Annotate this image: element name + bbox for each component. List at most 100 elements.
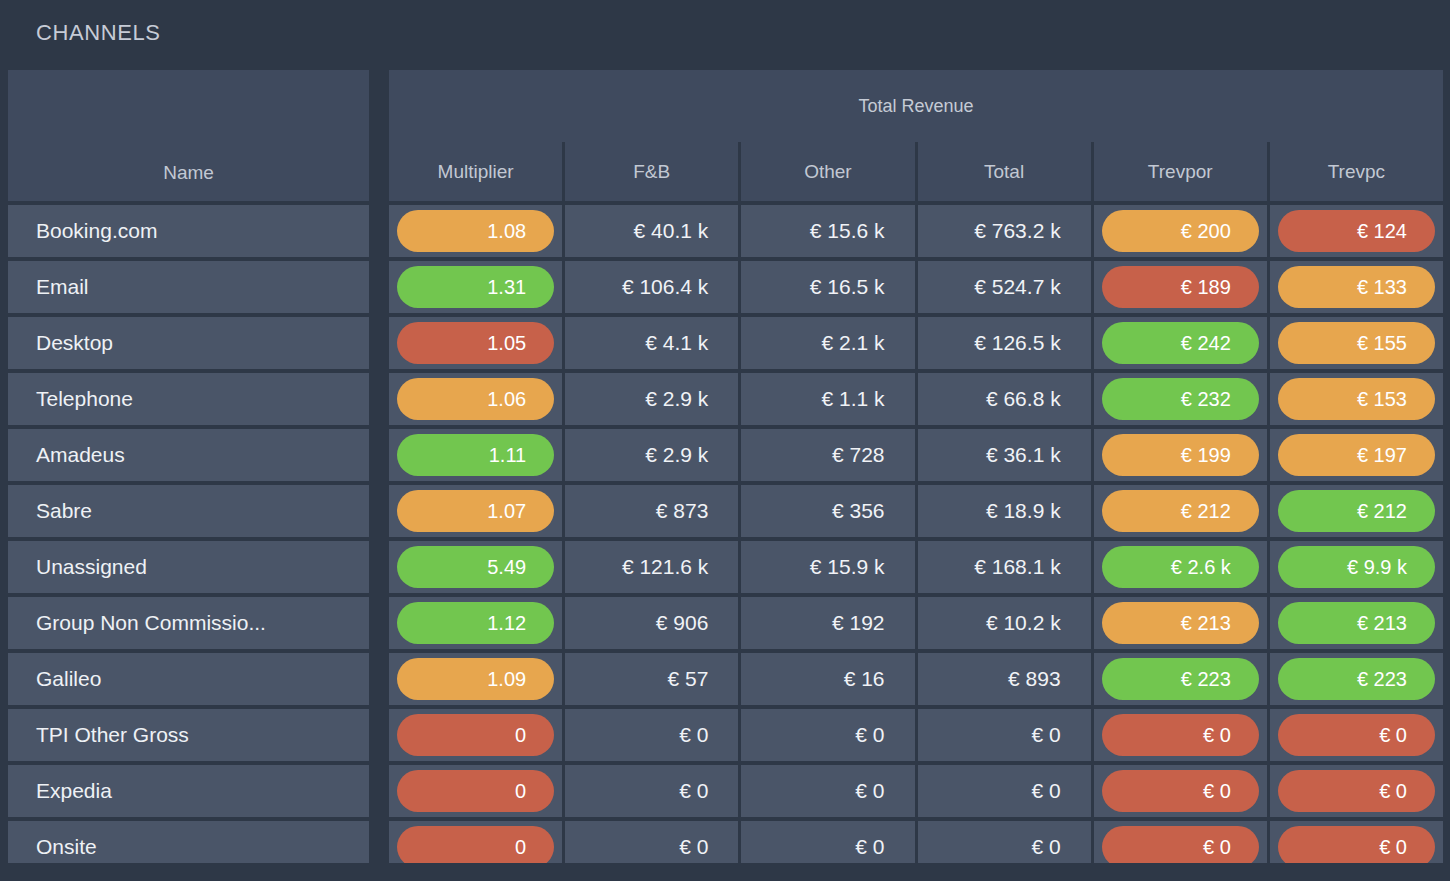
multiplier-badge: 1.31 [397,266,554,308]
multiplier-cell: 1.31 [389,261,562,313]
multiplier-badge: 0 [397,770,554,812]
channel-name: Sabre [36,499,92,523]
table-row-values[interactable]: 1.06€ 2.9 k€ 1.1 k€ 66.8 k€ 232€ 153 [389,373,1443,425]
trevpor-cell: € 0 [1094,765,1267,817]
table-row-name[interactable]: TPI Other Gross [8,709,369,761]
trevpc-cell: € 0 [1270,765,1443,817]
total-value: € 168.1 k [974,555,1060,579]
channel-name: Telephone [36,387,133,411]
trevpor-cell: € 200 [1094,205,1267,257]
trevpc-badge: € 212 [1278,490,1435,532]
trevpor-cell: € 189 [1094,261,1267,313]
table-row-name[interactable]: Unassigned [8,541,369,593]
trevpc-cell: € 213 [1270,597,1443,649]
table-row-values[interactable]: 1.11€ 2.9 k€ 728€ 36.1 k€ 199€ 197 [389,429,1443,481]
other-cell: € 1.1 k [741,373,914,425]
trevpor-badge: € 0 [1102,770,1259,812]
fb-value: € 906 [656,611,709,635]
table-row-values[interactable]: 1.12€ 906€ 192€ 10.2 k€ 213€ 213 [389,597,1443,649]
total-cell: € 10.2 k [918,597,1091,649]
fb-cell: € 906 [565,597,738,649]
trevpor-badge: € 200 [1102,210,1259,252]
channel-name: Group Non Commissio... [36,611,266,635]
table-row-name[interactable]: Sabre [8,485,369,537]
table-row-name[interactable]: Telephone [8,373,369,425]
other-value: € 192 [832,611,885,635]
table-row-values[interactable]: 0 € 0 € 0 € 0 € 0 € 0 [389,765,1443,817]
multiplier-cell: 1.06 [389,373,562,425]
other-cell: € 15.9 k [741,541,914,593]
column-header-trevpc[interactable]: Trevpc [1270,142,1443,201]
trevpor-badge: € 189 [1102,266,1259,308]
channel-name: Amadeus [36,443,125,467]
table-row-values[interactable]: 1.08€ 40.1 k€ 15.6 k€ 763.2 k€ 200€ 124 [389,205,1443,257]
group-header-total-revenue: Total Revenue [389,70,1443,142]
table-row-name[interactable]: Onsite [8,821,369,863]
fb-value: € 873 [656,499,709,523]
table-row-name[interactable]: Group Non Commissio... [8,597,369,649]
total-value: € 763.2 k [974,219,1060,243]
trevpor-cell: € 213 [1094,597,1267,649]
name-column-header[interactable]: Name [8,70,369,201]
table-row-name[interactable]: Expedia [8,765,369,817]
fb-cell: € 0 [565,709,738,761]
table-row-values[interactable]: 5.49€ 121.6 k€ 15.9 k€ 168.1 k€ 2.6 k€ 9… [389,541,1443,593]
trevpor-badge: € 212 [1102,490,1259,532]
total-value: € 0 [1031,779,1060,803]
total-cell: € 36.1 k [918,429,1091,481]
total-cell: € 0 [918,765,1091,817]
other-cell: € 16 [741,653,914,705]
trevpor-cell: € 212 [1094,485,1267,537]
table-row-values[interactable]: 1.07€ 873€ 356€ 18.9 k€ 212€ 212 [389,485,1443,537]
fb-cell: € 0 [565,765,738,817]
trevpc-badge: € 9.9 k [1278,546,1435,588]
trevpc-cell: € 153 [1270,373,1443,425]
channel-name: Galileo [36,667,101,691]
table-row-values[interactable]: 1.05€ 4.1 k€ 2.1 k€ 126.5 k€ 242€ 155 [389,317,1443,369]
name-column-panel: Name Booking.comEmailDesktop Telephone Ama… [8,70,369,863]
other-cell: € 15.6 k [741,205,914,257]
other-value: € 0 [855,779,884,803]
table-row-name[interactable]: Desktop [8,317,369,369]
column-header-total[interactable]: Total [918,142,1091,201]
fb-cell: € 2.9 k [565,429,738,481]
total-value: € 18.9 k [986,499,1061,523]
multiplier-badge: 0 [397,826,554,863]
trevpor-badge: € 232 [1102,378,1259,420]
other-cell: € 16.5 k [741,261,914,313]
column-header-other[interactable]: Other [741,142,914,201]
fb-value: € 121.6 k [622,555,708,579]
table-row-name[interactable]: Galileo [8,653,369,705]
total-value: € 126.5 k [974,331,1060,355]
fb-value: € 57 [667,667,708,691]
fb-value: € 2.9 k [645,387,708,411]
trevpor-badge: € 199 [1102,434,1259,476]
revenue-header: Total Revenue MultiplierF&BOtherTotalTre… [389,70,1443,201]
channel-name: Expedia [36,779,112,803]
table-row-name[interactable]: Amadeus [8,429,369,481]
trevpor-badge: € 223 [1102,658,1259,700]
total-value: € 0 [1031,835,1060,859]
column-header-f-b[interactable]: F&B [565,142,738,201]
multiplier-cell: 1.09 [389,653,562,705]
other-value: € 0 [855,723,884,747]
table-row-values[interactable]: 1.09€ 57€ 16€ 893€ 223€ 223 [389,653,1443,705]
trevpor-cell: € 0 [1094,821,1267,863]
table-row-values[interactable]: 0€ 0€ 0€ 0€ 0€ 0 [389,821,1443,863]
multiplier-badge: 1.08 [397,210,554,252]
column-header-trevpor[interactable]: Trevpor [1094,142,1267,201]
multiplier-badge: 1.11 [397,434,554,476]
table-row-values[interactable]: 1.31€ 106.4 k€ 16.5 k€ 524.7 k€ 189€ 133 [389,261,1443,313]
trevpc-badge: € 0 [1278,826,1435,863]
table-row-values[interactable]: 0€ 0€ 0€ 0€ 0€ 0 [389,709,1443,761]
column-header-multiplier[interactable]: Multiplier [389,142,562,201]
table-row-name[interactable]: Email [8,261,369,313]
total-cell: € 524.7 k [918,261,1091,313]
trevpor-badge: € 2.6 k [1102,546,1259,588]
trevpor-cell: € 2.6 k [1094,541,1267,593]
multiplier-badge: 1.06 [397,378,554,420]
table-row-name[interactable]: Booking.com [8,205,369,257]
fb-cell: € 2.9 k [565,373,738,425]
fb-cell: € 57 [565,653,738,705]
value-rows-container: 1.08€ 40.1 k€ 15.6 k€ 763.2 k€ 200€ 1241… [389,205,1443,863]
